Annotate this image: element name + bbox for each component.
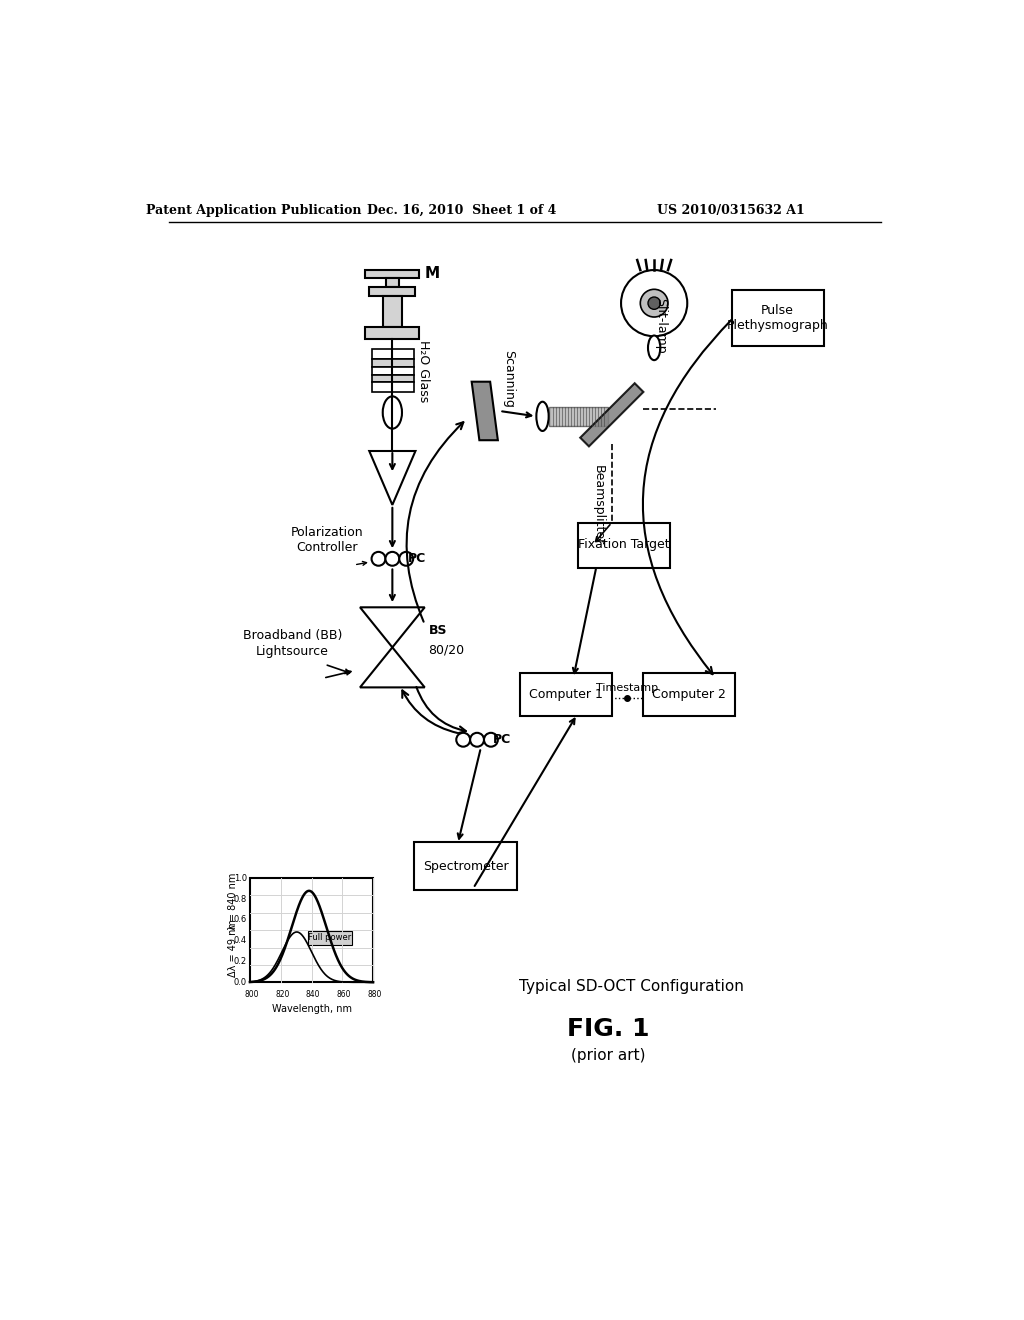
Circle shape [372, 552, 385, 566]
Bar [372, 375, 414, 383]
Text: 1.0: 1.0 [233, 874, 247, 883]
Text: 820: 820 [275, 990, 290, 999]
FancyBboxPatch shape [414, 842, 517, 890]
Text: Typical SD-OCT Configuration: Typical SD-OCT Configuration [518, 978, 743, 994]
Text: 0.0: 0.0 [233, 978, 247, 987]
Text: FIG. 1: FIG. 1 [566, 1016, 649, 1040]
Bar [372, 367, 414, 375]
Text: M: M [425, 267, 440, 281]
Text: Δλ = 49 nm: Δλ = 49 nm [228, 919, 238, 977]
Bar [386, 277, 398, 286]
Text: (prior art): (prior art) [570, 1048, 645, 1063]
Text: 880: 880 [368, 990, 382, 999]
Circle shape [470, 733, 484, 747]
FancyBboxPatch shape [520, 673, 611, 715]
Ellipse shape [537, 401, 549, 432]
Text: 0.6: 0.6 [233, 916, 247, 924]
Circle shape [648, 297, 660, 309]
Circle shape [640, 289, 668, 317]
Text: Pulse
Plethysmograph: Pulse Plethysmograph [726, 304, 828, 331]
Text: Computer 1: Computer 1 [528, 688, 602, 701]
Text: Dec. 16, 2010  Sheet 1 of 4: Dec. 16, 2010 Sheet 1 of 4 [367, 205, 556, 218]
Circle shape [484, 733, 498, 747]
Text: Computer 2: Computer 2 [652, 688, 726, 701]
Text: 800: 800 [244, 990, 259, 999]
Circle shape [621, 271, 687, 337]
Text: Wavelength, nm: Wavelength, nm [271, 1003, 351, 1014]
Text: Patent Application Publication: Patent Application Publication [146, 205, 361, 218]
Bar [366, 327, 419, 339]
Text: US 2010/0315632 A1: US 2010/0315632 A1 [657, 205, 805, 218]
Text: Slit-lamp: Slit-lamp [654, 298, 668, 354]
Polygon shape [360, 647, 425, 688]
Text: Broadband (BB)
Lightsource: Broadband (BB) Lightsource [243, 630, 342, 657]
Bar [383, 296, 401, 327]
Text: 80/20: 80/20 [429, 643, 465, 656]
FancyBboxPatch shape [643, 673, 735, 715]
Text: λ = 840 nm: λ = 840 nm [228, 873, 238, 931]
Text: 0.4: 0.4 [233, 936, 247, 945]
Text: 0.2: 0.2 [233, 957, 247, 966]
Text: Beamsplitter: Beamsplitter [592, 465, 604, 545]
FancyArrowPatch shape [407, 422, 464, 622]
Text: PC: PC [408, 552, 426, 565]
Polygon shape [472, 381, 498, 441]
Circle shape [385, 552, 399, 566]
Polygon shape [370, 451, 416, 506]
Bar [372, 383, 414, 392]
Text: Scanning: Scanning [503, 350, 515, 408]
Polygon shape [581, 383, 643, 446]
Text: Fixation Target: Fixation Target [578, 539, 669, 552]
Bar [307, 931, 352, 945]
Ellipse shape [648, 335, 660, 360]
Text: H₂O Glass: H₂O Glass [417, 339, 430, 403]
Text: 860: 860 [337, 990, 351, 999]
Bar [366, 271, 419, 277]
Circle shape [457, 733, 470, 747]
Text: PC: PC [493, 733, 511, 746]
FancyBboxPatch shape [732, 290, 823, 346]
Bar [250, 878, 373, 982]
FancyArrowPatch shape [402, 690, 458, 733]
Text: 0.8: 0.8 [233, 895, 247, 904]
FancyBboxPatch shape [578, 523, 670, 568]
Text: BS: BS [429, 624, 447, 638]
Text: Polarization
Controller: Polarization Controller [291, 525, 364, 553]
Text: Timestamp: Timestamp [596, 684, 658, 693]
Text: Spectrometer: Spectrometer [423, 859, 508, 873]
Circle shape [399, 552, 413, 566]
Polygon shape [360, 607, 425, 647]
FancyArrowPatch shape [417, 686, 466, 733]
Text: 840: 840 [306, 990, 321, 999]
Bar [372, 359, 414, 367]
Text: Full power: Full power [308, 933, 351, 942]
Bar [370, 286, 416, 296]
Bar [549, 407, 608, 425]
Bar [372, 350, 414, 359]
FancyArrowPatch shape [643, 319, 731, 675]
Ellipse shape [383, 396, 402, 429]
